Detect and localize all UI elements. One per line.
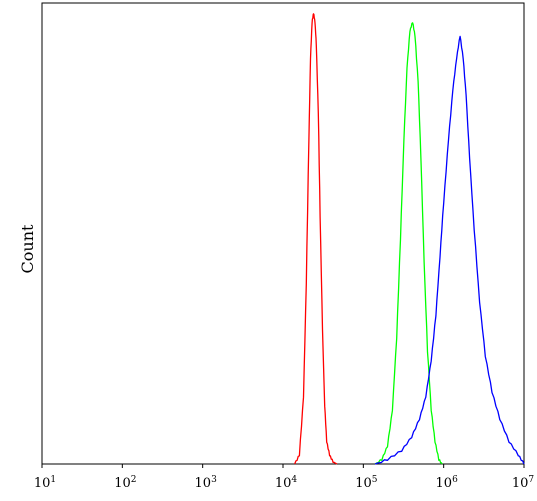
- x-tick-label: 105: [355, 475, 378, 491]
- x-tick-label: 103: [195, 475, 218, 491]
- x-tick-label: 106: [436, 475, 459, 491]
- histogram-series-3: [374, 35, 525, 465]
- x-tick-label: 107: [512, 475, 535, 491]
- x-tick-label: 104: [275, 475, 298, 491]
- x-tick-label: 101: [34, 475, 56, 491]
- plot-frame: [41, 2, 525, 465]
- x-axis-ticks: 101 102 103 104 105 106 107: [34, 464, 535, 491]
- histogram-series-1: [294, 13, 338, 465]
- x-tick-label: 102: [114, 475, 136, 491]
- y-axis-title: Count: [18, 224, 37, 273]
- histogram-series-2: [374, 22, 443, 465]
- series-layer: [294, 13, 525, 465]
